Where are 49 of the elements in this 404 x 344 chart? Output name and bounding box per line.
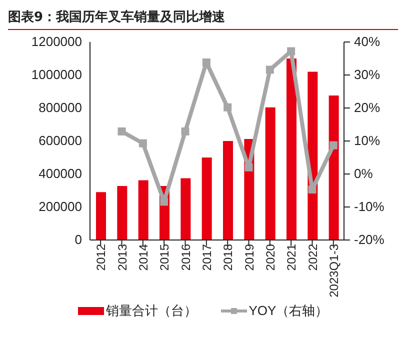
y2-tick-label: -10% (354, 199, 385, 214)
y-tick-label: 400000 (38, 166, 82, 181)
x-tick-label: 2017 (200, 244, 214, 271)
x-tick-label: 2018 (221, 244, 236, 271)
point (181, 127, 190, 136)
y2-tick-label: 10% (354, 133, 380, 148)
y-tick-label: 0 (74, 232, 82, 247)
bar (180, 178, 191, 240)
point (138, 139, 147, 148)
y2-tick-label: 40% (354, 34, 380, 49)
chart-title: 图表9：我国历年叉车销量及同比增速 (8, 8, 398, 30)
point (308, 186, 316, 194)
point (202, 58, 210, 66)
point (329, 141, 338, 150)
point (224, 103, 232, 112)
y2-tick-label: 20% (354, 100, 380, 115)
x-tick-label: 2022 (306, 244, 320, 271)
y-tick-label: 1200000 (31, 34, 82, 49)
point (118, 127, 126, 136)
point (160, 198, 168, 206)
x-tick-label: 2013 (115, 244, 130, 271)
x-tick-label: 2023Q1-3 (326, 244, 341, 298)
legend-label: YOY（右轴） (248, 302, 328, 320)
x-tick-label: 2016 (178, 244, 193, 271)
bar (117, 186, 128, 240)
y-tick-label: 800000 (38, 100, 82, 115)
x-tick-label: 2014 (136, 244, 150, 271)
y-tick-label: 1000000 (31, 67, 82, 82)
y2-tick-label: -20% (354, 232, 385, 247)
x-tick-label: 2020 (263, 244, 278, 271)
legend-label: 销量合计（台） (104, 302, 197, 320)
bar (138, 180, 148, 240)
bar (96, 192, 106, 240)
point (244, 163, 253, 172)
bar (223, 141, 233, 240)
x-tick-label: 2012 (94, 244, 108, 271)
y-tick-label: 200000 (38, 199, 82, 214)
x-tick-label: 2019 (242, 244, 256, 271)
y2-tick-label: 30% (354, 67, 380, 82)
y-tick-label: 600000 (38, 133, 82, 148)
point (287, 47, 296, 56)
bar (328, 95, 339, 240)
bar (286, 58, 296, 240)
bar (202, 158, 212, 240)
x-tick-label: 2015 (158, 244, 172, 271)
point (266, 66, 274, 74)
bar (265, 107, 276, 240)
x-tick-label: 2021 (284, 244, 299, 271)
y2-tick-label: 0% (354, 166, 374, 181)
